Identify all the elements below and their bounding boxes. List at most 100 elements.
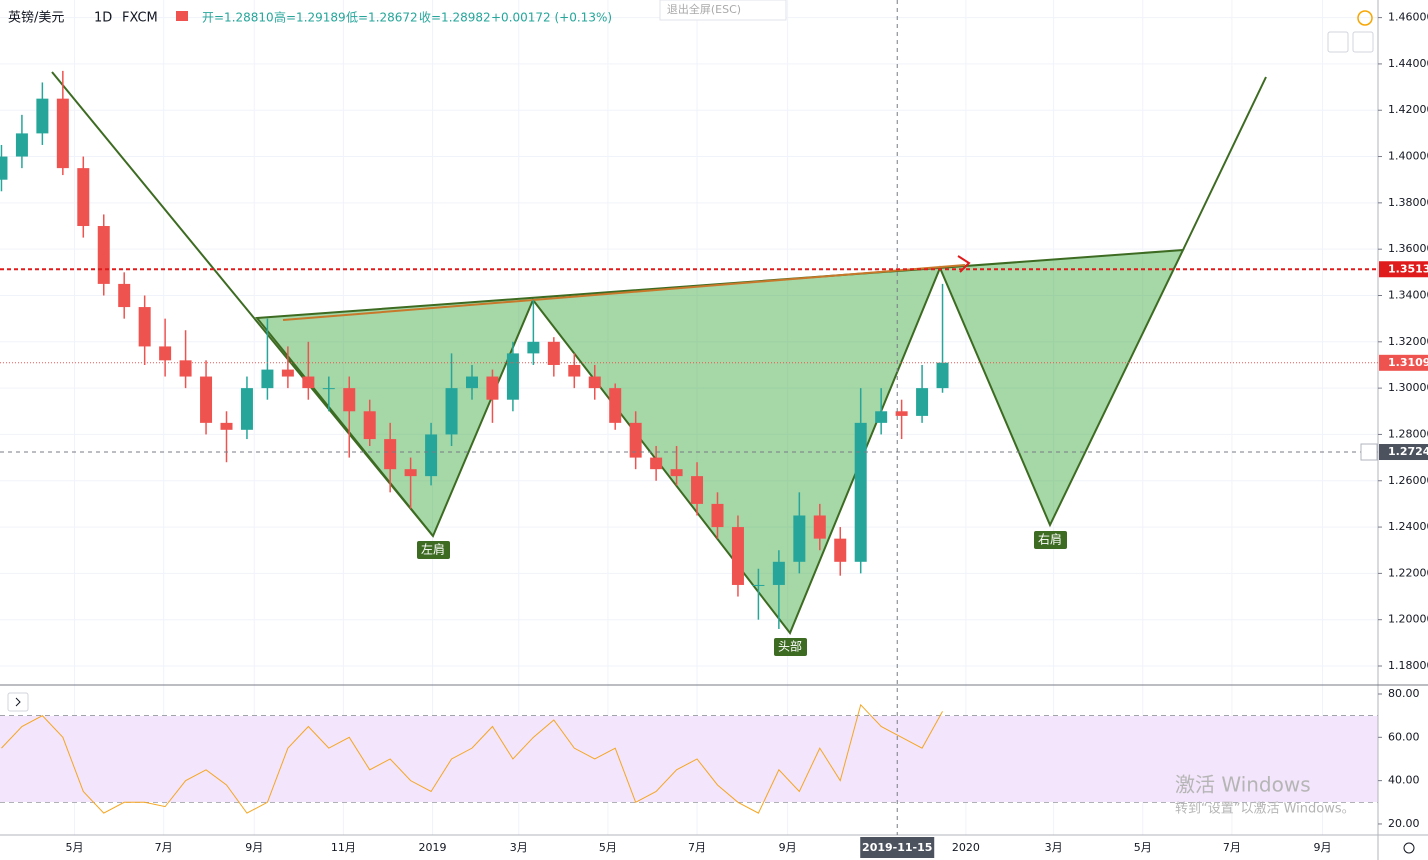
x-tick-label: 9月 bbox=[245, 841, 263, 854]
collapse-button[interactable] bbox=[7, 692, 29, 712]
candle-body bbox=[384, 439, 397, 470]
candle-body bbox=[425, 434, 438, 477]
candle-body bbox=[77, 168, 90, 227]
candle-body bbox=[179, 360, 192, 377]
y-tick-label: 1.42000 bbox=[1388, 103, 1428, 116]
x-tick-label: 7月 bbox=[155, 841, 173, 854]
candle-body bbox=[875, 411, 888, 423]
x-tick-label: 9月 bbox=[1313, 841, 1331, 854]
candle-body bbox=[772, 561, 785, 585]
candle-body bbox=[506, 353, 519, 400]
candle-body bbox=[465, 376, 478, 389]
candle-body bbox=[36, 98, 49, 134]
annotations: 左肩 头部 右肩 bbox=[417, 531, 1067, 656]
y-tick-label: 1.38000 bbox=[1388, 196, 1428, 209]
y-tick-label: 1.26000 bbox=[1388, 474, 1428, 487]
y-tick-label: 40.00 bbox=[1388, 774, 1420, 787]
candle-body bbox=[220, 422, 233, 430]
y-tick-label: 80.00 bbox=[1388, 687, 1420, 700]
candle-body bbox=[895, 411, 908, 416]
candles bbox=[0, 70, 949, 629]
y-tick-label: 1.34000 bbox=[1388, 288, 1428, 301]
crosshair-button bbox=[1360, 443, 1378, 461]
x-tick-label: 11月 bbox=[331, 841, 356, 854]
y-tick-label: 1.20000 bbox=[1388, 613, 1428, 626]
x-tick-label: 7月 bbox=[1223, 841, 1241, 854]
candle-body bbox=[404, 469, 417, 477]
price-label: 1.31093 bbox=[1388, 356, 1428, 369]
candle-body bbox=[281, 369, 294, 377]
candle-body bbox=[834, 538, 847, 562]
label-box bbox=[1034, 531, 1067, 549]
settings-icon[interactable] bbox=[1403, 842, 1415, 854]
watermark-title: 激活 Windows bbox=[1175, 773, 1311, 797]
candle-body bbox=[159, 346, 172, 361]
neckline bbox=[282, 264, 966, 321]
candle-body bbox=[629, 422, 642, 458]
candle-body bbox=[568, 364, 581, 377]
rsi-line bbox=[1, 703, 943, 814]
candle-body bbox=[691, 476, 704, 504]
candle-body bbox=[138, 307, 151, 347]
y-tick-label: 1.32000 bbox=[1388, 335, 1428, 348]
y-tick-label: 1.40000 bbox=[1388, 150, 1428, 163]
y-tick-label: 1.46000 bbox=[1388, 11, 1428, 24]
alert-icon bbox=[1357, 10, 1373, 26]
candle-body bbox=[650, 457, 663, 470]
high: 高=1.29189 bbox=[274, 10, 346, 25]
y-tick-label: 60.00 bbox=[1388, 730, 1420, 743]
change: +0.00172 (+0.13%) bbox=[491, 11, 612, 25]
projection-line bbox=[1182, 76, 1267, 251]
candle-body bbox=[609, 388, 622, 423]
candle-body bbox=[15, 133, 28, 157]
candle-body bbox=[670, 469, 683, 477]
interval: 1D bbox=[94, 11, 112, 26]
candle-body bbox=[588, 376, 601, 389]
watermark-text: 转到“设置”以激活 Windows。 bbox=[1175, 802, 1355, 817]
source: FXCM bbox=[122, 11, 158, 26]
crosshair-y-box bbox=[1379, 444, 1428, 461]
candle-body bbox=[752, 584, 765, 586]
y-tick-label: 1.44000 bbox=[1388, 57, 1428, 70]
y-tick-label: 1.30000 bbox=[1388, 381, 1428, 394]
annotation: 头部 bbox=[778, 639, 802, 654]
price-label-box bbox=[1379, 261, 1428, 278]
x-tick-label: 2019 bbox=[419, 841, 447, 854]
y-tick-label: 1.28000 bbox=[1388, 427, 1428, 440]
button[interactable] bbox=[1352, 31, 1374, 53]
crosshair-x-box bbox=[860, 837, 935, 858]
x-tick-label: 3月 bbox=[510, 841, 528, 854]
candle-body bbox=[118, 283, 131, 308]
y-tick-label: 1.24000 bbox=[1388, 520, 1428, 533]
candle-body bbox=[97, 226, 110, 284]
candle-body bbox=[731, 527, 744, 585]
y-tick-label: 1.22000 bbox=[1388, 566, 1428, 579]
button[interactable] bbox=[1327, 31, 1349, 53]
label-box bbox=[417, 541, 450, 559]
exit-button[interactable] bbox=[659, 0, 787, 21]
annotation: 右肩 bbox=[1038, 532, 1062, 547]
candle-body bbox=[936, 362, 949, 389]
candle-body bbox=[240, 388, 253, 430]
price-label: 1.35133 bbox=[1388, 262, 1428, 275]
icon bbox=[176, 11, 188, 21]
x-tick-label: 9月 bbox=[779, 841, 797, 854]
rsi-band-fill bbox=[0, 716, 1378, 802]
candle-body bbox=[322, 388, 335, 390]
chevron bbox=[15, 697, 21, 707]
open: 开=1.28810 bbox=[202, 11, 274, 25]
y-tick-label: 1.18000 bbox=[1388, 659, 1428, 672]
x-tick-label: 5月 bbox=[1134, 841, 1152, 854]
exit-button-label[interactable]: 退出全屏(ESC) bbox=[667, 2, 741, 16]
label-box bbox=[774, 638, 807, 656]
annotation: 左肩 bbox=[421, 542, 445, 557]
crosshair-y-label: 1.27241 bbox=[1388, 445, 1428, 458]
x-tick-label: 3月 bbox=[1045, 841, 1063, 854]
candle-body bbox=[527, 341, 540, 354]
candle-body bbox=[200, 376, 213, 423]
candle-body bbox=[0, 156, 8, 180]
candle-body bbox=[916, 388, 929, 416]
